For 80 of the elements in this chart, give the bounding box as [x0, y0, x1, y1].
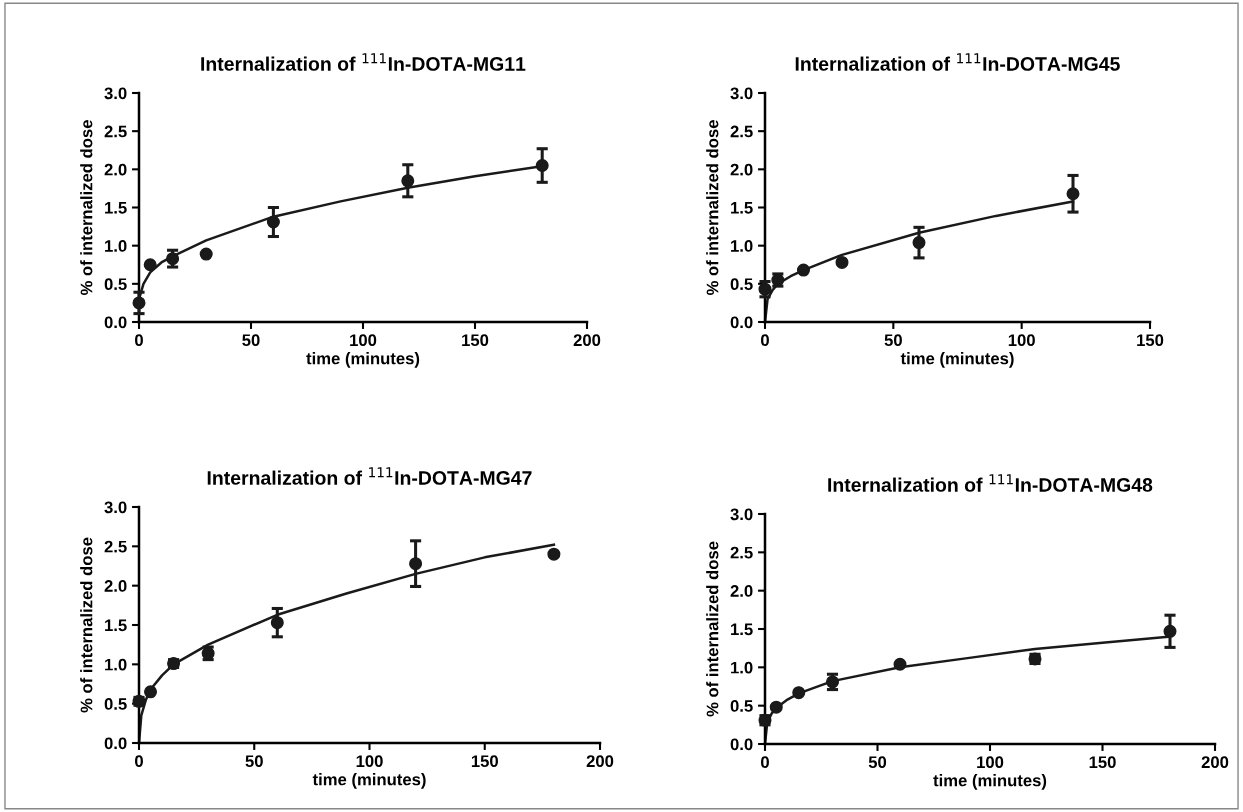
x-tick-label: 0 — [761, 334, 769, 347]
y-axis-title: % of internalized dose — [80, 537, 93, 713]
point — [270, 616, 284, 630]
point — [535, 159, 549, 173]
y-tick-label: 0.5 — [104, 698, 127, 710]
point — [144, 685, 158, 699]
y-tick-label: 2.0 — [104, 580, 127, 592]
x-axis-title: time (minutes) — [933, 774, 1047, 790]
point — [547, 547, 561, 561]
y-tick-label: 0.5 — [730, 278, 753, 291]
point — [1066, 187, 1080, 201]
x-axis-title: time (minutes) — [312, 773, 426, 789]
y-axis-title: % of internalized dose — [706, 120, 719, 296]
point — [769, 700, 783, 714]
x-tick-label: 200 — [573, 334, 601, 347]
y-tick-label: 2.5 — [730, 125, 753, 138]
point — [143, 258, 157, 272]
point — [199, 247, 213, 261]
y-axis-title: % of internalized dose — [80, 120, 93, 296]
x-tick-label: 100 — [356, 755, 383, 768]
point — [792, 686, 806, 700]
y-tick-label: 0.0 — [104, 737, 127, 750]
chart-title: Internalization of $^{111}$In-DOTA-MG47 — [207, 467, 532, 485]
point — [893, 657, 907, 671]
y-tick-label: 0.0 — [104, 316, 127, 329]
y-tick-label: 3.0 — [730, 508, 753, 521]
y-tick-label: 3.0 — [104, 87, 127, 100]
x-axis-title: time (minutes) — [900, 352, 1014, 368]
y-tick-label: 1.5 — [731, 623, 753, 636]
y-tick-label: 1.5 — [105, 202, 127, 214]
x-tick-label: 200 — [1201, 756, 1229, 769]
x-tick-label: 0 — [135, 334, 143, 347]
y-tick-label: 3.0 — [730, 87, 753, 100]
x-tick-label: 150 — [1089, 756, 1116, 769]
x-tick-label: 150 — [1137, 334, 1164, 347]
x-tick-label: 150 — [471, 755, 498, 768]
y-tick-label: 1.0 — [105, 240, 127, 252]
y-tick-label: 0.5 — [730, 700, 753, 712]
x-tick-label: 50 — [884, 334, 902, 347]
x-tick-label: 100 — [350, 334, 377, 347]
y-tick-label: 1.0 — [731, 661, 753, 674]
y-tick-label: 1.5 — [105, 619, 127, 632]
x-tick-label: 0 — [135, 755, 143, 768]
point — [1163, 624, 1177, 638]
x-tick-label: 150 — [462, 334, 489, 347]
point — [166, 252, 180, 266]
y-tick-label: 2.0 — [104, 163, 127, 176]
x-tick-label: 50 — [245, 755, 263, 768]
y-tick-label: 1.0 — [105, 658, 127, 671]
y-tick-label: 2.0 — [730, 585, 753, 597]
point — [401, 174, 415, 188]
y-tick-label: 2.5 — [104, 125, 127, 138]
chart-title: Internalization of $^{111}$In-DOTA-MG45 — [795, 53, 1120, 71]
y-tick-label: 2.0 — [730, 163, 753, 176]
x-tick-label: 100 — [1008, 334, 1035, 347]
chart-title: Internalization of $^{111}$In-DOTA-MG11 — [201, 53, 526, 71]
y-tick-label: 0.0 — [730, 316, 753, 329]
point — [409, 557, 423, 571]
y-tick-label: 0.0 — [730, 738, 753, 751]
y-tick-label: 3.0 — [104, 501, 127, 514]
x-axis-title: time (minutes) — [306, 352, 420, 368]
y-tick-label: 2.5 — [104, 540, 127, 553]
y-tick-label: 2.5 — [730, 546, 753, 559]
x-tick-label: 0 — [761, 756, 769, 769]
chart-title: Internalization of $^{111}$In-DOTA-MG48 — [828, 474, 1153, 492]
x-tick-label: 100 — [977, 756, 1004, 769]
y-axis-title: % of internalized dose — [706, 541, 719, 717]
point — [132, 694, 146, 708]
point — [266, 215, 280, 229]
point — [796, 263, 811, 277]
point — [835, 255, 849, 269]
point — [132, 296, 146, 310]
point — [758, 713, 772, 727]
y-tick-label: 0.5 — [104, 278, 127, 291]
y-tick-label: 1.0 — [731, 240, 753, 252]
x-tick-label: 200 — [586, 755, 614, 768]
x-tick-label: 50 — [868, 756, 887, 769]
point — [912, 236, 926, 250]
y-tick-label: 1.5 — [731, 202, 753, 214]
x-tick-label: 50 — [242, 334, 260, 347]
